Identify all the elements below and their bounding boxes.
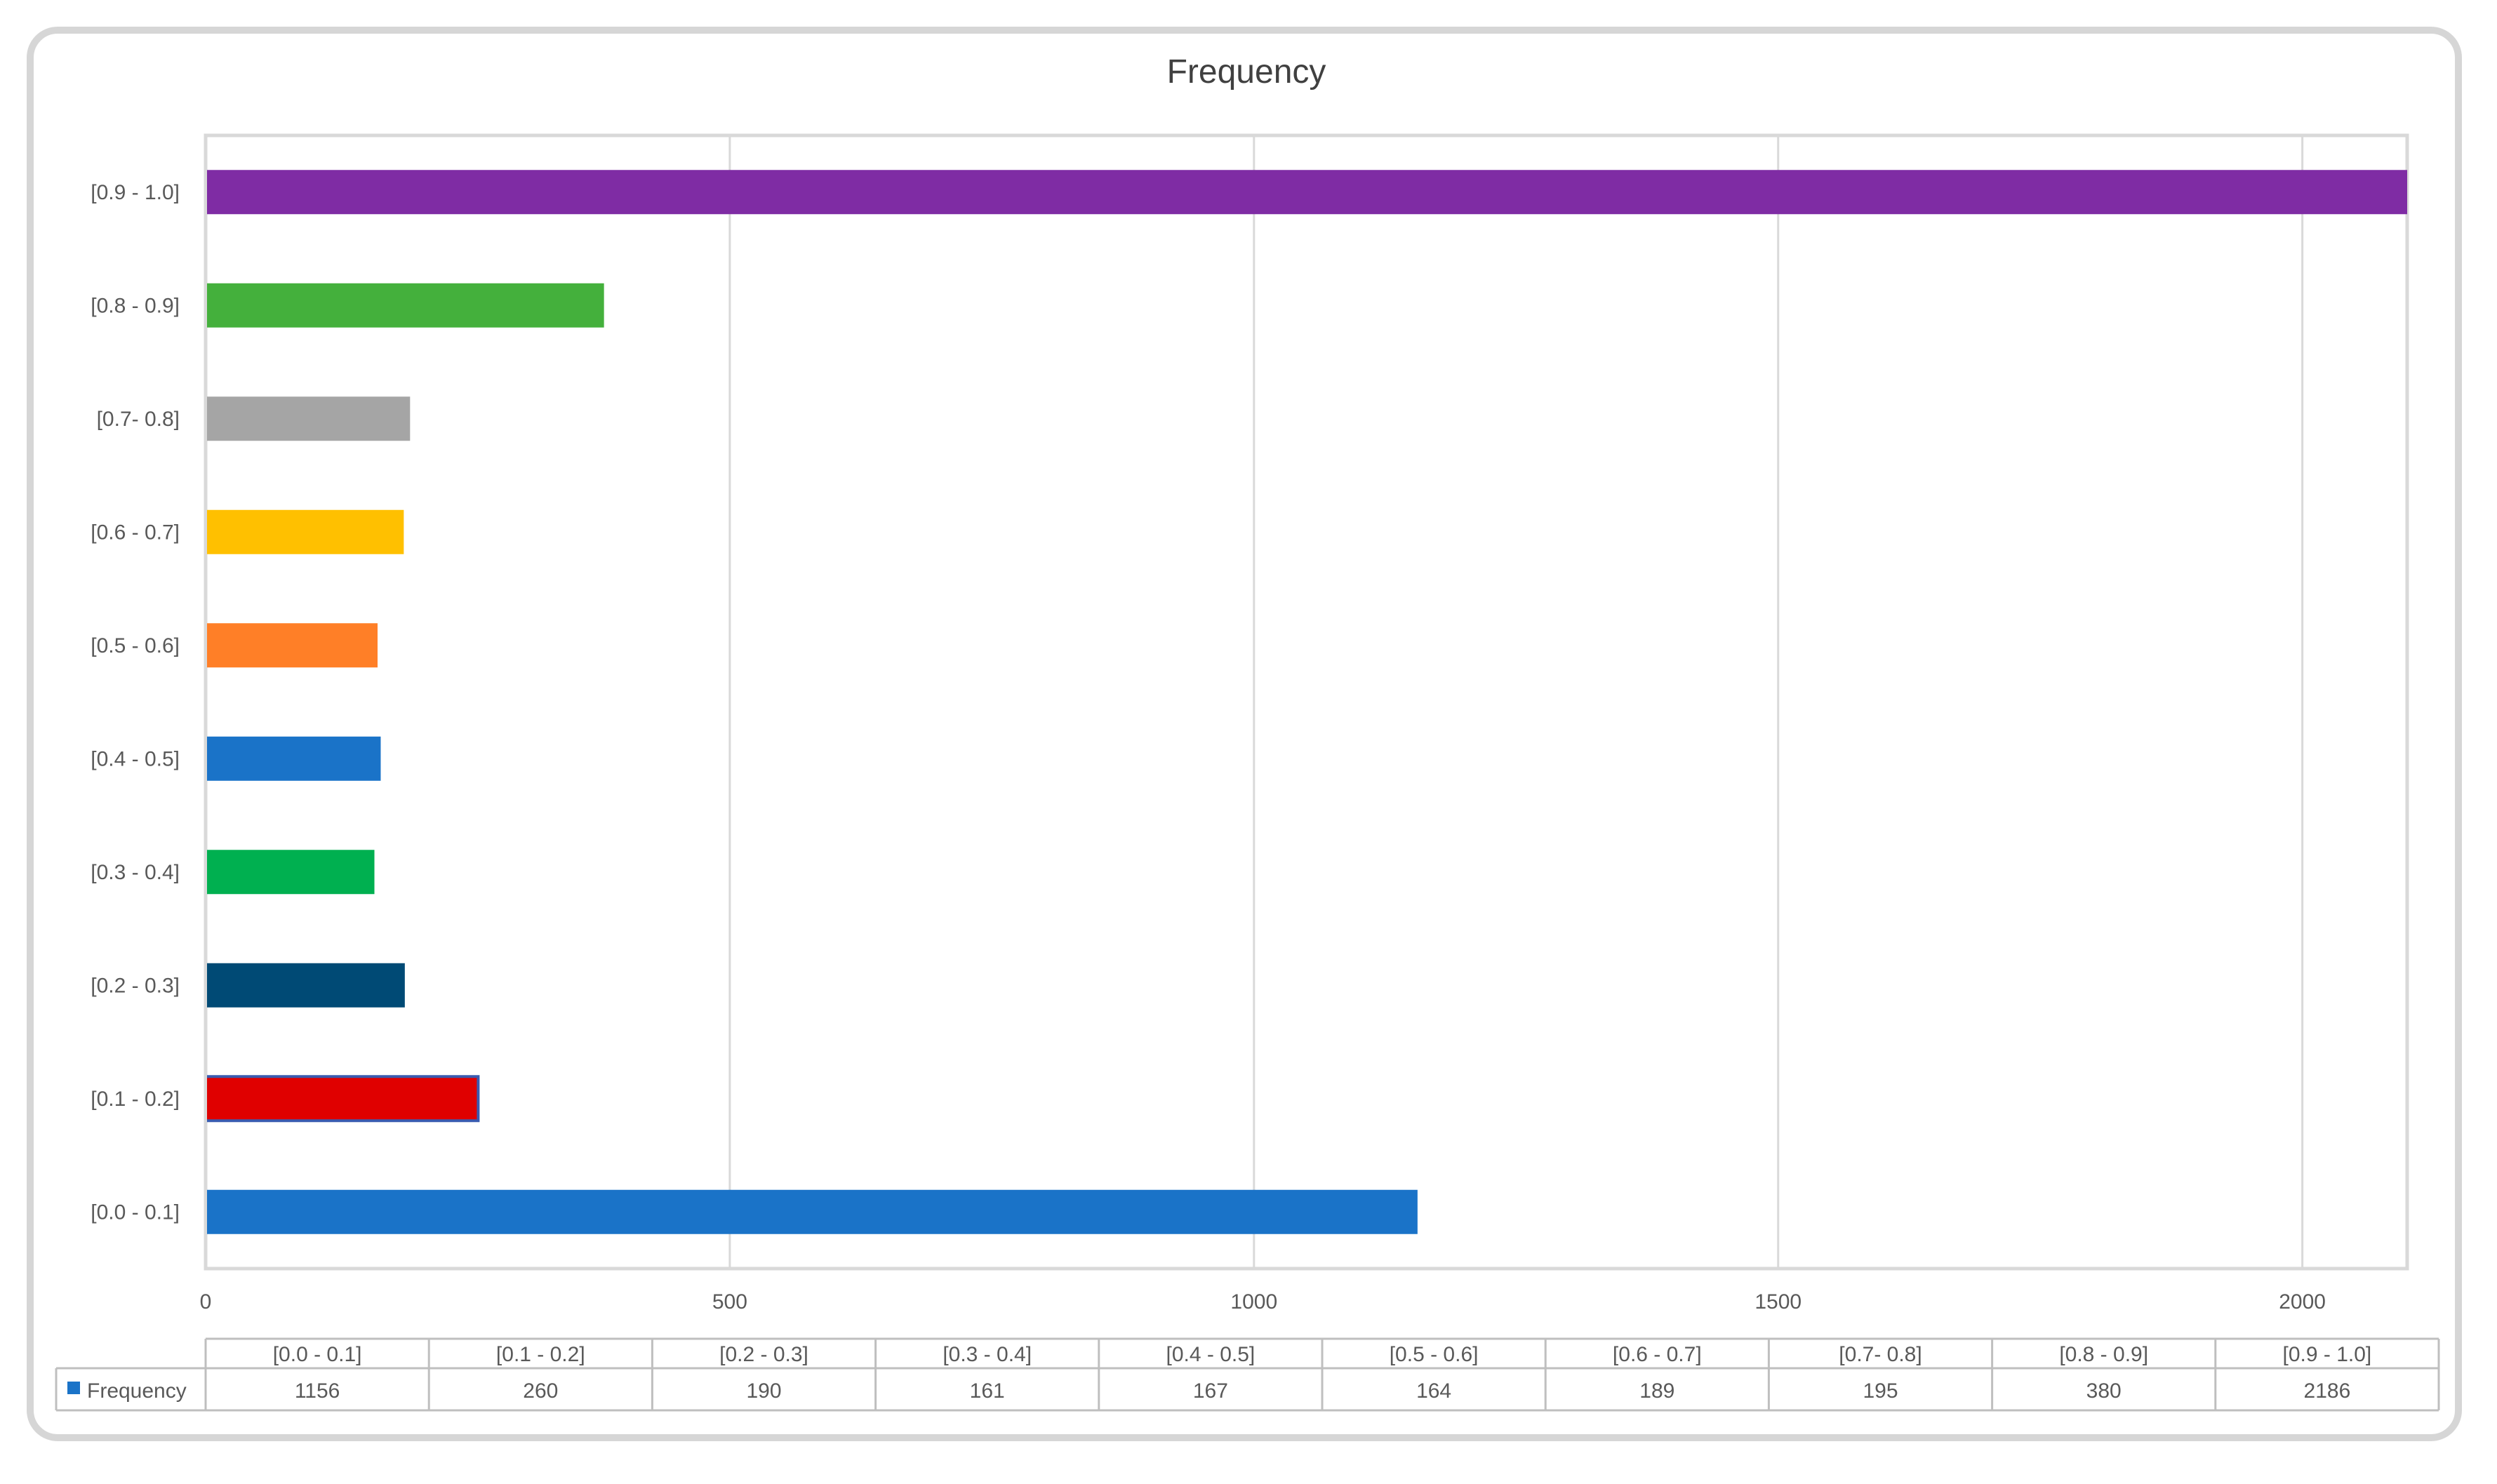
- plot-area: [0.0 - 0.1] [0.1 - 0.2] [0.2 - 0.3] [0.3 - …: [91, 133, 2409, 1313]
- table-header-cell: [0.1 - 0.2]: [496, 1343, 585, 1366]
- table-value-cell: 1156: [295, 1379, 340, 1403]
- legend-key: [67, 1382, 80, 1394]
- category-label: [0.7- 0.8]: [97, 408, 180, 431]
- table-header-cell: [0.9 - 1.0]: [2283, 1343, 2372, 1366]
- table-value-cell: 190: [746, 1379, 781, 1403]
- table-value-cell: 2186: [2304, 1379, 2351, 1403]
- category-label: [0.1 - 0.2]: [91, 1088, 180, 1111]
- table-header-cell: [0.8 - 0.9]: [2059, 1343, 2148, 1366]
- table-header-cell: [0.4 - 0.5]: [1166, 1343, 1256, 1366]
- category-label: [0.8 - 0.9]: [91, 294, 180, 317]
- bar: [206, 963, 405, 1008]
- bar: [206, 850, 375, 895]
- category-label: [0.2 - 0.3]: [91, 974, 180, 997]
- category-label: [0.4 - 0.5]: [91, 747, 180, 770]
- table-value-cell: 161: [970, 1379, 1005, 1403]
- category-label: [0.6 - 0.7]: [91, 521, 180, 544]
- x-tick-label: 0: [200, 1290, 212, 1313]
- table-value-cell: 195: [1863, 1379, 1898, 1403]
- table-header-cell: [0.6 - 0.7]: [1613, 1343, 1702, 1366]
- category-label: [0.0 - 0.1]: [91, 1201, 180, 1224]
- category-label: [0.3 - 0.4]: [91, 861, 180, 884]
- data-table: [0.0 - 0.1] 1156 [0.1 - 0.2] 260 [0.2 - 0.3]…: [55, 1337, 2440, 1412]
- x-tick-label: 1500: [1754, 1290, 1802, 1313]
- table-value-cell: 189: [1639, 1379, 1674, 1403]
- table-value-cell: 380: [2086, 1379, 2122, 1403]
- category-label: [0.9 - 1.0]: [91, 181, 180, 204]
- bar: [206, 170, 2407, 215]
- x-tick-label: 500: [712, 1290, 747, 1313]
- bar: [206, 736, 381, 781]
- table-value-cell: 260: [523, 1379, 558, 1403]
- chart-title: Frequency: [1167, 53, 1326, 91]
- legend-series-label: Frequency: [87, 1379, 187, 1403]
- table-header-cell: [0.3 - 0.4]: [943, 1343, 1032, 1366]
- bar: [206, 283, 604, 328]
- bar: [206, 623, 378, 668]
- table-header-cell: [0.0 - 0.1]: [273, 1343, 362, 1366]
- bar: [206, 1189, 1418, 1234]
- bar: [204, 1075, 480, 1123]
- table-value-cell: 164: [1416, 1379, 1451, 1403]
- bar: [206, 509, 404, 554]
- category-label: [0.5 - 0.6]: [91, 634, 180, 657]
- x-tick-label: 1000: [1230, 1290, 1277, 1313]
- table-header-cell: [0.2 - 0.3]: [719, 1343, 808, 1366]
- table-header-cell: [0.5 - 0.6]: [1390, 1343, 1479, 1366]
- bar: [206, 396, 411, 441]
- table-value-cell: 167: [1193, 1379, 1228, 1403]
- table-header-cell: [0.7- 0.8]: [1839, 1343, 1922, 1366]
- x-tick-label: 2000: [2279, 1290, 2326, 1313]
